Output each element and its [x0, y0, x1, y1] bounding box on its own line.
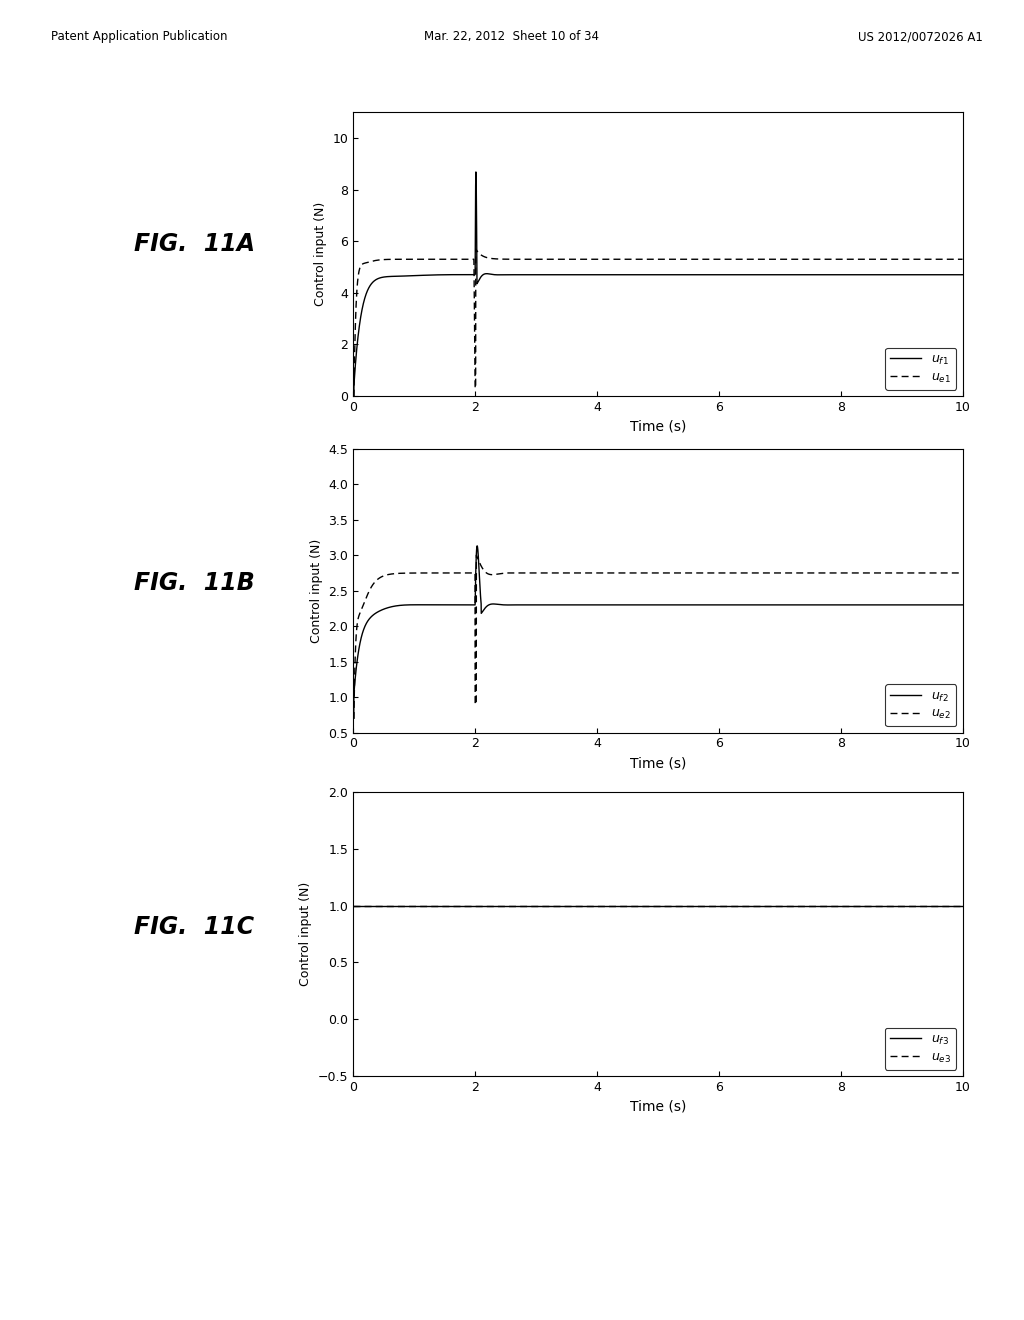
Text: Mar. 22, 2012  Sheet 10 of 34: Mar. 22, 2012 Sheet 10 of 34 [425, 30, 599, 44]
Text: FIG.  11A: FIG. 11A [134, 232, 255, 256]
Y-axis label: Control input (N): Control input (N) [299, 882, 312, 986]
Y-axis label: Control input (N): Control input (N) [310, 539, 323, 643]
Text: FIG.  11B: FIG. 11B [134, 572, 255, 595]
Y-axis label: Control input (N): Control input (N) [314, 202, 327, 306]
X-axis label: Time (s): Time (s) [630, 756, 686, 770]
X-axis label: Time (s): Time (s) [630, 420, 686, 433]
Legend: $\mathit{u}_{f3}$, $\mathit{u}_{e3}$: $\mathit{u}_{f3}$, $\mathit{u}_{e3}$ [885, 1027, 956, 1069]
Text: Patent Application Publication: Patent Application Publication [51, 30, 227, 44]
Text: FIG.  11C: FIG. 11C [134, 915, 255, 939]
Legend: $\mathit{u}_{f1}$, $\mathit{u}_{e1}$: $\mathit{u}_{f1}$, $\mathit{u}_{e1}$ [885, 347, 956, 389]
Legend: $\mathit{u}_{f2}$, $\mathit{u}_{e2}$: $\mathit{u}_{f2}$, $\mathit{u}_{e2}$ [885, 684, 956, 726]
Text: US 2012/0072026 A1: US 2012/0072026 A1 [858, 30, 983, 44]
X-axis label: Time (s): Time (s) [630, 1100, 686, 1113]
